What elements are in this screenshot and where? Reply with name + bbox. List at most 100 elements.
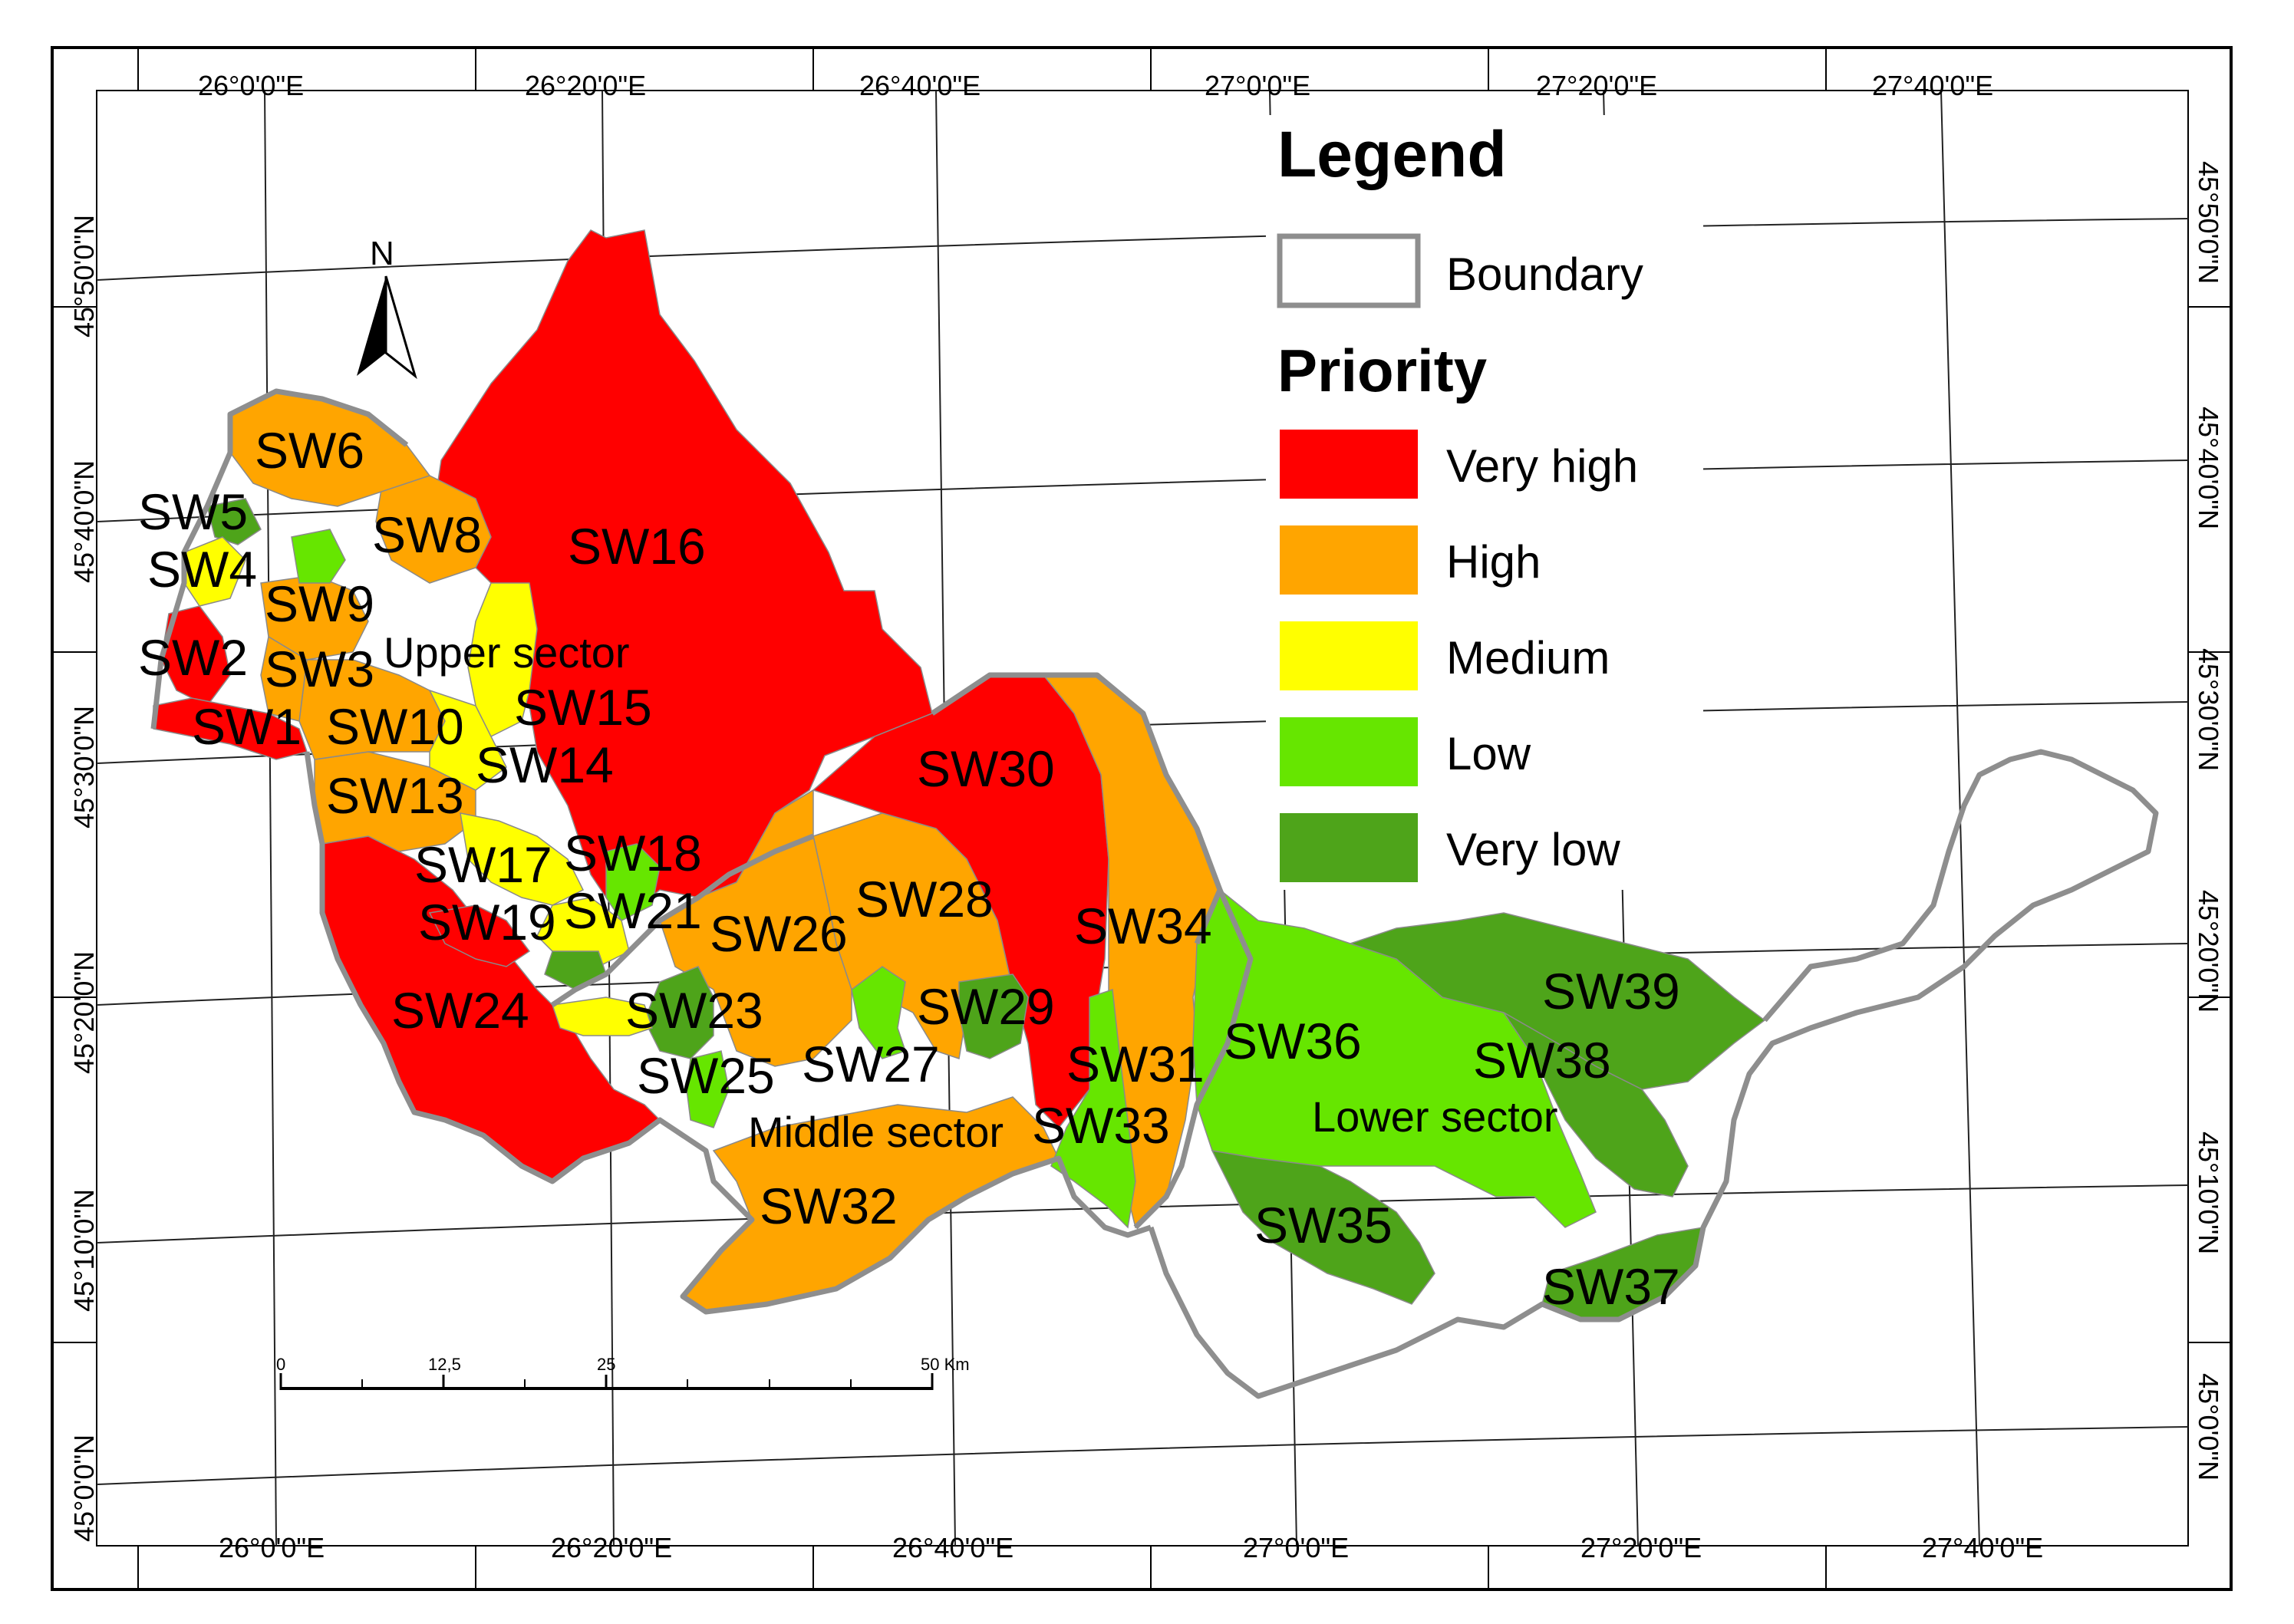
legend-swatch-0	[1280, 430, 1418, 499]
coord-bottom-0: 26°0'0"E	[219, 1532, 325, 1563]
basin-label-sw17: SW17	[414, 836, 552, 893]
coord-top-3: 27°0'0"E	[1205, 70, 1310, 101]
coord-left-2: 45°30'0"N	[68, 706, 100, 828]
coord-bottom-5: 27°40'0"E	[1922, 1532, 2043, 1563]
basin-sw39	[1348, 912, 1766, 1090]
basin-label-sw23: SW23	[625, 982, 763, 1039]
legend: Legend Boundary Priority Very high High Me…	[1266, 115, 1703, 890]
basin-label-sw13: SW13	[326, 767, 464, 824]
frame-ticks	[52, 48, 2231, 1589]
coord-top-2: 26°40'0"E	[859, 70, 981, 101]
coord-top-5: 27°40'0"E	[1872, 70, 1993, 101]
basin-sw5	[206, 498, 262, 545]
legend-title: Legend	[1277, 118, 1507, 190]
basin-sw35	[1211, 1150, 1435, 1305]
legend-items: Very high High Medium Low Very low	[1280, 430, 1638, 882]
coord-right-1: 45°40'0"N	[2193, 407, 2224, 529]
basin-label-sw28: SW28	[855, 871, 994, 927]
basin-label-sw15: SW15	[514, 679, 652, 736]
coord-left-5: 45°0'0"N	[68, 1435, 100, 1542]
basin-label-sw14: SW14	[476, 736, 614, 793]
basin-label-sw36: SW36	[1224, 1013, 1362, 1069]
coord-right-2: 45°30'0"N	[2193, 648, 2224, 771]
coord-labels-top: 26°0'0"E 26°20'0"E 26°40'0"E 27°0'0"E 27…	[198, 70, 1993, 101]
basin-label-sw5: SW5	[138, 483, 248, 540]
boundary-lines	[150, 388, 2159, 1399]
north-arrow-label: N	[370, 235, 394, 272]
scale-label-3: 50 Km	[921, 1355, 970, 1374]
coord-top-4: 27°20'0"E	[1536, 70, 1657, 101]
scale-label-1: 12,5	[428, 1355, 461, 1374]
basin-sw27	[851, 966, 906, 1059]
coord-right-3: 45°20'0"N	[2193, 890, 2224, 1013]
legend-swatch-4	[1280, 813, 1418, 882]
coord-left-0: 45°50'0"N	[68, 215, 100, 338]
legend-swatch-1	[1280, 525, 1418, 595]
basin-label-sw2: SW2	[138, 629, 248, 686]
sector-lower-label: Lower sector	[1312, 1092, 1558, 1141]
scale-label-0: 0	[276, 1355, 285, 1374]
sector-middle-label: Middle sector	[748, 1108, 1004, 1156]
basin-label-sw35: SW35	[1254, 1197, 1393, 1253]
basin-label-sw18: SW18	[564, 825, 702, 881]
basin-label-sw9: SW9	[265, 575, 374, 632]
coord-right-0: 45°50'0"N	[2193, 161, 2224, 284]
basin-label-sw3: SW3	[265, 641, 374, 697]
map-inner-frame	[96, 90, 2189, 1547]
basin-label-sw25: SW25	[637, 1047, 775, 1104]
basin-sw8	[375, 475, 492, 584]
basin-sw19	[428, 904, 531, 967]
legend-item-label-3: Low	[1446, 728, 1531, 779]
coord-bottom-1: 26°20'0"E	[551, 1532, 672, 1563]
coord-bottom-4: 27°20'0"E	[1580, 1532, 1702, 1563]
basin-label-sw31: SW31	[1066, 1036, 1205, 1092]
basin-label-sw30: SW30	[917, 740, 1055, 797]
basin-sw18	[605, 843, 661, 921]
legend-boundary-swatch	[1277, 233, 1421, 308]
basin-label-sw6: SW6	[255, 422, 364, 479]
scale-label-2: 25	[597, 1355, 615, 1374]
coord-labels-right: 45°50'0"N 45°40'0"N 45°30'0"N 45°20'0"N …	[2193, 161, 2224, 1481]
legend-priority-title: Priority	[1277, 337, 1487, 404]
coord-right-5: 45°0'0"N	[2193, 1373, 2224, 1481]
coord-bottom-2: 26°40'0"E	[892, 1532, 1014, 1563]
basin-label-sw34: SW34	[1074, 898, 1212, 954]
legend-item-label-0: Very high	[1446, 440, 1638, 492]
basin-label-sw4: SW4	[147, 541, 257, 598]
scale-bar: 0 12,5 25 50 Km	[276, 1355, 970, 1390]
basin-sw23-medium	[552, 996, 653, 1036]
basin-label-sw1: SW1	[192, 698, 302, 755]
basin-label-sw19: SW19	[418, 894, 556, 950]
basin-label-sw39: SW39	[1542, 963, 1680, 1020]
legend-item-label-2: Medium	[1446, 632, 1610, 684]
basin-label-sw8: SW8	[372, 506, 482, 563]
basin-label-sw37: SW37	[1542, 1258, 1680, 1315]
legend-swatch-3	[1280, 717, 1418, 786]
basin-sw25	[686, 1050, 730, 1128]
basin-sw15	[467, 582, 538, 738]
coord-left-3: 45°20'0"N	[68, 951, 100, 1074]
basin-label-sw21: SW21	[564, 882, 702, 939]
basin-sw2	[160, 605, 231, 707]
basin-sw31	[1050, 988, 1136, 1229]
basin-label-sw26: SW26	[710, 905, 848, 962]
basin-label-sw27: SW27	[802, 1036, 940, 1092]
legend-swatch-2	[1280, 621, 1418, 690]
basin-sw9-low	[291, 529, 346, 584]
coord-right-4: 45°10'0"N	[2193, 1132, 2224, 1254]
coord-labels-bottom: 26°0'0"E 26°20'0"E 26°40'0"E 27°0'0"E 27…	[219, 1532, 2043, 1563]
coord-top-1: 26°20'0"E	[525, 70, 646, 101]
basin-label-sw24: SW24	[391, 982, 529, 1039]
basin-label-sw10: SW10	[326, 698, 464, 755]
legend-item-label-1: High	[1446, 536, 1541, 588]
coord-left-1: 45°40'0"N	[68, 460, 100, 583]
basin-sw21	[536, 897, 630, 967]
basin-sw38	[1503, 1012, 1689, 1197]
basin-label-sw16: SW16	[568, 518, 706, 575]
basin-sw3	[260, 635, 308, 722]
basin-label-sw32: SW32	[760, 1178, 898, 1234]
basin-label-sw33: SW33	[1032, 1097, 1170, 1154]
basin-sw17	[460, 812, 585, 906]
coord-labels-left: 45°50'0"N 45°40'0"N 45°30'0"N 45°20'0"N …	[68, 215, 100, 1542]
